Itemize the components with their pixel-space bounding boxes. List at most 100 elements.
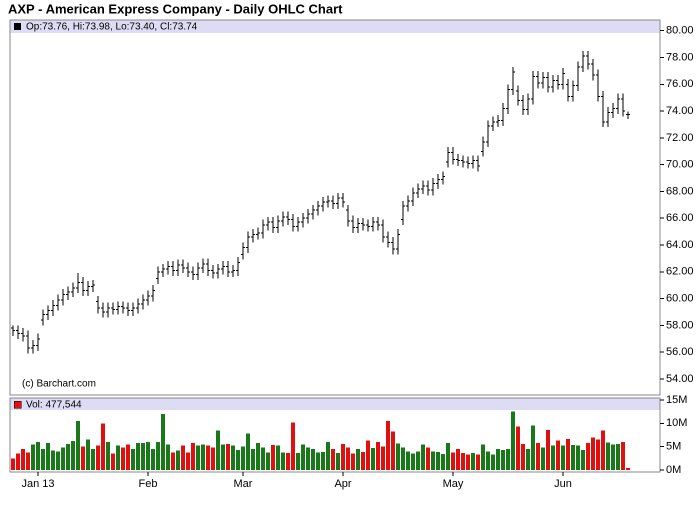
volume-bar (351, 453, 355, 470)
volume-bar (46, 442, 50, 470)
volume-bar (356, 449, 360, 470)
volume-bar (256, 442, 260, 470)
volume-bar (501, 449, 505, 470)
y-tick-label: 80.00 (666, 25, 694, 37)
volume-bar (531, 425, 535, 470)
volume-bar (326, 442, 330, 470)
volume-bar (266, 452, 270, 470)
legend-text: Op:73.76, Hi:73.98, Lo:73.40, Cl:73.74 (26, 22, 198, 33)
volume-bar (611, 444, 615, 470)
legend-band (10, 398, 660, 410)
volume-bar (366, 440, 370, 470)
volume-bar (61, 447, 65, 470)
volume-bar (56, 451, 60, 470)
volume-bar (526, 449, 530, 470)
y-tick-label: 54.00 (666, 373, 694, 385)
volume-bar (541, 447, 545, 470)
volume-bar (86, 439, 90, 470)
legend-icon (13, 400, 22, 409)
volume-bar (556, 440, 560, 470)
volume-bar (281, 452, 285, 470)
volume-bar (156, 442, 160, 470)
y-tick-label: 66.00 (666, 212, 694, 224)
volume-bar (201, 444, 205, 470)
volume-bar (141, 442, 145, 470)
volume-bar (126, 444, 130, 470)
volume-bar (211, 447, 215, 470)
x-tick-label: Feb (139, 478, 158, 490)
volume-bar (181, 445, 185, 470)
volume-bar (71, 441, 75, 470)
volume-bar (381, 446, 385, 470)
volume-bar (301, 444, 305, 470)
y-tick-label: 62.00 (666, 266, 694, 278)
y-tick-label: 5M (666, 441, 681, 453)
volume-bar (311, 449, 315, 470)
volume-bar (386, 421, 390, 470)
volume-bar (51, 450, 55, 470)
volume-bar (421, 444, 425, 470)
volume-bar (551, 445, 555, 470)
volume-bar (261, 447, 265, 470)
volume-bar (461, 453, 465, 470)
volume-bar (491, 454, 495, 470)
volume-bar (486, 451, 490, 470)
volume-bar (166, 444, 170, 470)
y-tick-label: 72.00 (666, 132, 694, 144)
volume-bar (411, 453, 415, 470)
x-tick-label: Jun (554, 478, 572, 490)
volume-bar (31, 444, 35, 470)
x-tick-label: May (443, 478, 464, 490)
volume-bar (341, 443, 345, 470)
y-tick-label: 78.00 (666, 51, 694, 63)
volume-bar (241, 446, 245, 470)
volume-bar (506, 449, 510, 470)
volume-bar (481, 444, 485, 470)
volume-bar (171, 452, 175, 470)
y-tick-label: 10M (666, 417, 687, 429)
volume-panel (9, 397, 661, 473)
volume-bar (566, 439, 570, 470)
volume-bar (536, 442, 540, 470)
volume-bar (246, 433, 250, 470)
x-tick-label: Jan 13 (21, 478, 54, 490)
volume-bar (226, 443, 230, 470)
volume-bar (111, 453, 115, 470)
volume-bar (316, 452, 320, 470)
volume-bar (371, 448, 375, 470)
y-tick-label: 74.00 (666, 105, 694, 117)
volume-bar (231, 445, 235, 470)
volume-bar (136, 442, 140, 470)
volume-bar (456, 449, 460, 470)
watermark: (c) Barchart.com (22, 379, 96, 390)
volume-bar (176, 450, 180, 470)
volume-bar (306, 447, 310, 470)
volume-bar (391, 431, 395, 470)
volume-bar (21, 449, 25, 470)
y-tick-label: 60.00 (666, 292, 694, 304)
y-tick-label: 64.00 (666, 239, 694, 251)
volume-bar (471, 453, 475, 470)
volume-bar (26, 452, 30, 470)
x-tick-label: Mar (234, 478, 253, 490)
y-tick-label: 68.00 (666, 185, 694, 197)
volume-bar (396, 443, 400, 470)
volume-bar (451, 452, 455, 470)
x-tick-label: Apr (334, 478, 351, 490)
legend-icon (14, 23, 21, 30)
volume-bar (16, 453, 20, 470)
volume-bar (296, 453, 300, 470)
volume-bar (271, 444, 275, 470)
volume-bar (146, 442, 150, 470)
volume-bar (601, 430, 605, 470)
volume-bar (586, 442, 590, 470)
volume-bar (521, 443, 525, 470)
volume-bar (331, 449, 335, 470)
volume-bar (116, 445, 120, 470)
y-tick-label: 70.00 (666, 159, 694, 171)
volume-bar (581, 449, 585, 470)
volume-bar (236, 449, 240, 470)
volume-bar (196, 445, 200, 470)
volume-bar (426, 447, 430, 470)
